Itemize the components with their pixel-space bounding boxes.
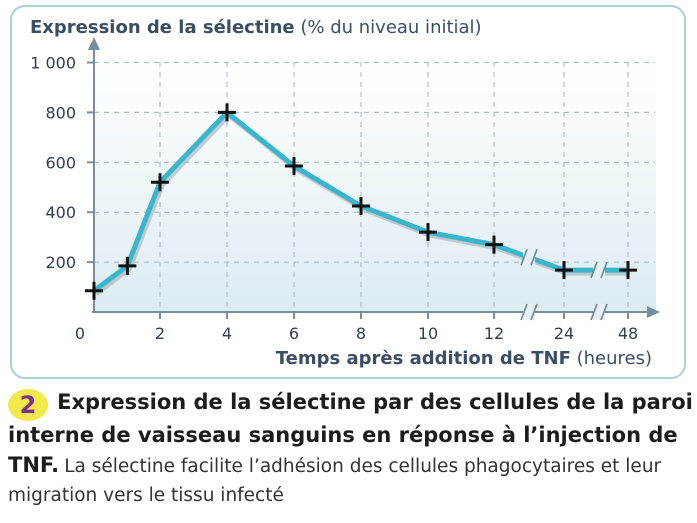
- data-point-marker: [619, 261, 637, 280]
- y-axis-arrow: [88, 37, 100, 50]
- y-tick-label: 600: [45, 153, 76, 172]
- axis-break-mark: [520, 303, 538, 321]
- x-tick-label: 6: [289, 324, 299, 343]
- data-point-marker: [85, 281, 103, 300]
- y-tick-label: 200: [45, 253, 76, 272]
- figure-caption: 2 Expression de la sélectine par des cel…: [8, 388, 693, 510]
- x-axis-label-bold: Temps après addition de TNF: [276, 348, 571, 369]
- caption-normal: La sélectine facilite l’adhésion des cel…: [8, 456, 662, 506]
- x-axis-arrow: [647, 306, 660, 318]
- x-tick-label: 10: [418, 324, 438, 343]
- data-point-marker: [285, 157, 303, 176]
- data-point-marker: [419, 223, 437, 242]
- axis-break-mark: [590, 261, 608, 279]
- x-tick-label: 4: [222, 324, 232, 343]
- data-point-marker: [555, 261, 573, 280]
- axes: [88, 37, 660, 318]
- origin-label: 0: [75, 324, 85, 343]
- data-point-marker: [485, 235, 503, 254]
- figure-number-badge: 2: [8, 389, 48, 421]
- data-point-marker: [218, 103, 236, 122]
- chart-title-bold: Expression de la sélectine: [30, 17, 295, 38]
- data-point-marker: [118, 256, 137, 275]
- x-tick-label: 24: [554, 324, 574, 343]
- data-point-marker: [151, 173, 169, 192]
- caption-bold: Expression de la sélectine par des cellu…: [8, 390, 693, 477]
- x-axis-label: Temps après addition de TNF (heures): [276, 348, 652, 369]
- y-tick-label: 800: [45, 103, 76, 122]
- x-axis-label-normal: (heures): [571, 348, 652, 369]
- axis-breaks: [520, 249, 608, 321]
- x-tick-label: 2: [155, 324, 165, 343]
- x-tick-label: 8: [356, 324, 366, 343]
- chart-title: Expression de la sélectine (% du niveau …: [30, 17, 482, 38]
- axis-break-mark: [520, 249, 538, 266]
- x-tick-label: 48: [618, 324, 638, 343]
- x-tick-label: 12: [484, 324, 504, 343]
- markers: [85, 103, 637, 300]
- data-point-marker: [352, 196, 370, 215]
- y-tick-label: 1 000: [30, 54, 76, 73]
- y-tick-label: 400: [45, 203, 76, 222]
- chart-title-normal: (% du niveau initial): [295, 17, 482, 38]
- axis-break-mark: [590, 303, 608, 321]
